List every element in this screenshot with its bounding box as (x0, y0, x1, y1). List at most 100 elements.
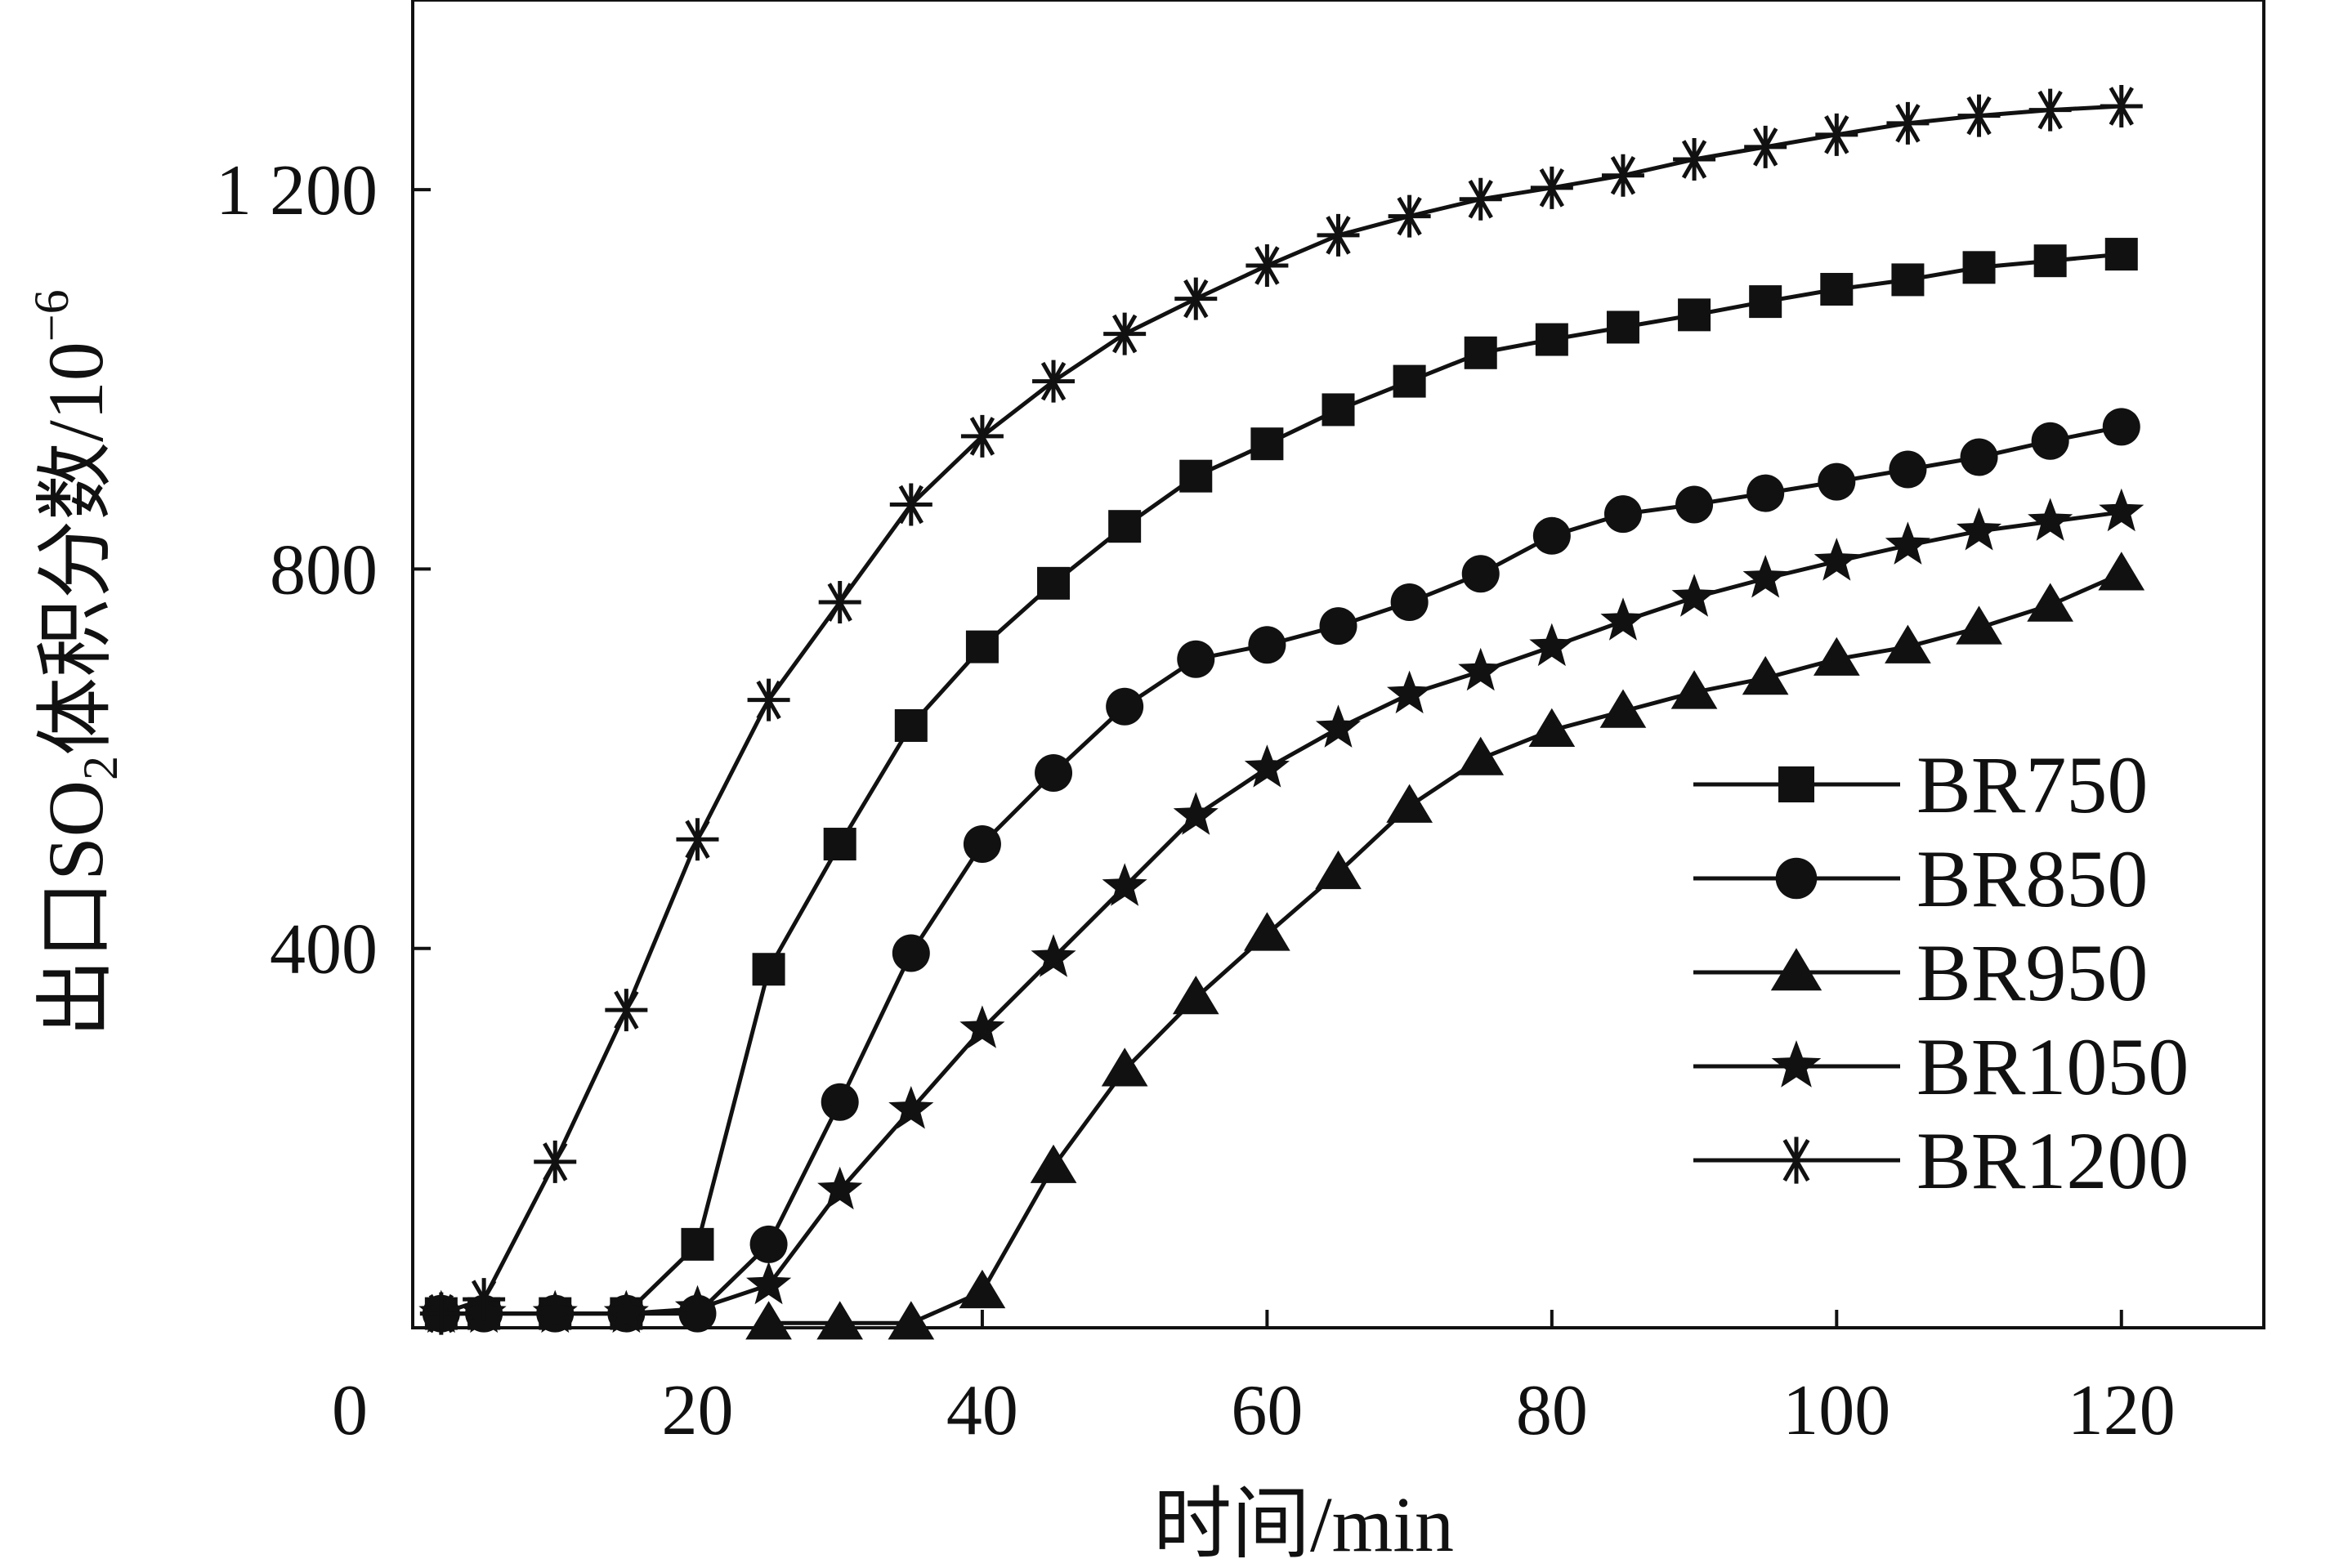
data-point (605, 989, 648, 1032)
data-point (1457, 736, 1505, 775)
data-point (2027, 583, 2073, 622)
legend-label: BR750 (1916, 739, 2148, 830)
data-point (532, 1289, 578, 1333)
x-axis-title: 时间/min (1153, 1481, 1454, 1568)
data-point (1957, 507, 2002, 551)
data-point (1600, 597, 1646, 641)
legend-item: BR850 (1693, 833, 2148, 924)
data-point (1529, 623, 1575, 667)
legend-item: BR1050 (1693, 1021, 2189, 1112)
data-point (1749, 285, 1782, 319)
data-point (2102, 408, 2140, 446)
data-point (1532, 516, 1571, 555)
data-point (818, 581, 861, 624)
data-point (676, 818, 719, 861)
data-point (1889, 450, 1927, 489)
data-point (1603, 495, 1642, 534)
series-BR950 (745, 552, 2145, 1340)
data-point (1103, 312, 1147, 355)
data-point (817, 1166, 863, 1210)
x-tick-label: 40 (946, 1371, 1018, 1450)
data-point (2100, 85, 2143, 127)
data-point (752, 953, 785, 986)
data-point (1814, 538, 1859, 581)
series-BR850 (422, 408, 2140, 1333)
data-point (1102, 863, 1147, 906)
data-point (1248, 626, 1286, 664)
data-point (2098, 552, 2145, 591)
legend-item: BR950 (1693, 927, 2148, 1018)
series-line (441, 104, 2122, 1316)
legend-marker (1773, 1137, 1820, 1184)
data-point (1957, 94, 2001, 137)
data-point (1744, 125, 1787, 168)
data-point (963, 825, 1001, 864)
data-point (1960, 438, 1998, 476)
data-point (965, 630, 999, 663)
data-point (2033, 244, 2067, 278)
data-point (674, 1284, 720, 1329)
data-point (2099, 488, 2144, 532)
x-tick-label: 60 (1231, 1371, 1303, 1450)
y-tick-label: 1 200 (216, 151, 378, 230)
data-point (1891, 263, 1925, 297)
data-point (1742, 655, 1789, 695)
data-point (749, 1225, 788, 1263)
data-point (1177, 640, 1215, 678)
data-point (959, 1005, 1005, 1048)
data-point (821, 1083, 859, 1121)
data-point (889, 483, 932, 526)
data-point (1390, 583, 1429, 622)
data-point (1246, 244, 1289, 287)
data-point (1464, 336, 1497, 369)
series-line (441, 510, 2122, 1316)
data-point (888, 1301, 935, 1340)
data-point (959, 1269, 1006, 1309)
legend-marker (1775, 857, 1818, 900)
x-tick-label: 80 (1516, 1371, 1588, 1450)
series-line (441, 424, 2122, 1316)
data-point (1106, 687, 1144, 726)
data-point (1459, 177, 1502, 221)
legend-label: BR1050 (1916, 1021, 2189, 1112)
series-BR1200 (419, 85, 2143, 1335)
data-point (1250, 427, 1284, 461)
data-point (1535, 323, 1568, 356)
data-point (2104, 238, 2138, 271)
data-point (2028, 498, 2073, 541)
data-point (1032, 360, 1076, 403)
data-point (1673, 138, 1716, 181)
legend-item: BR1200 (1693, 1115, 2189, 1206)
data-point (534, 1140, 577, 1183)
data-point (1315, 850, 1362, 890)
data-point (1317, 213, 1360, 257)
y-tick-labels: 400 800 1 200 (216, 151, 378, 989)
data-point (1670, 670, 1718, 709)
legend-label: BR950 (1916, 927, 2148, 1018)
legend-marker (1770, 948, 1822, 991)
data-point (816, 1301, 863, 1340)
series-layer (418, 85, 2145, 1340)
data-point (419, 1292, 463, 1335)
data-point (1675, 485, 1714, 524)
legend-item: BR750 (1693, 739, 2148, 830)
y-axis-title-suffix: 体积分数/10 (32, 342, 119, 756)
data-point (1601, 154, 1644, 197)
data-point (1671, 574, 1717, 617)
y-axis-title-subscript: 2 (74, 756, 127, 780)
legend-label: BR1200 (1916, 1115, 2189, 1206)
data-point (1108, 510, 1142, 543)
y-axis-title-prefix: 出口SO (32, 780, 119, 1038)
data-point (1322, 393, 1355, 427)
data-point (1179, 459, 1213, 493)
data-point (1962, 251, 1996, 284)
data-point (463, 1278, 506, 1321)
data-point (1746, 474, 1785, 512)
data-point (1172, 976, 1219, 1015)
data-point (888, 1086, 934, 1129)
data-point (1388, 194, 1431, 238)
data-point (1818, 462, 1856, 501)
x-tick-label: 0 (332, 1371, 368, 1450)
data-point (1886, 101, 1930, 145)
